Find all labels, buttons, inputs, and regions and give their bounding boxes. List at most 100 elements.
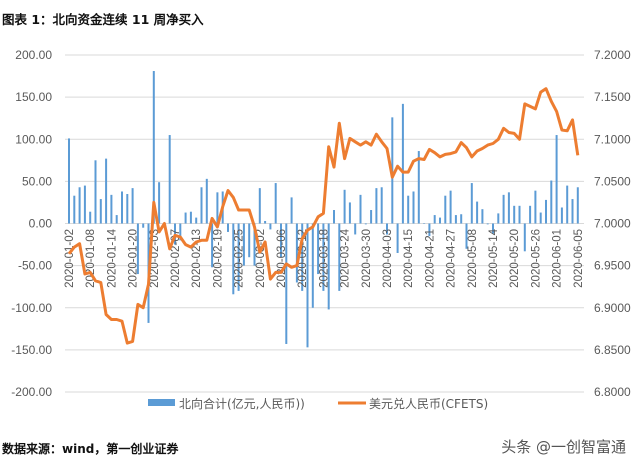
- right-tick-label: 7.1500: [594, 90, 631, 104]
- figure-title: 图表 1：北向资金连续 11 周净买入: [2, 12, 204, 27]
- bar: [449, 190, 452, 224]
- bar: [83, 185, 86, 224]
- bar: [78, 187, 81, 224]
- bar: [227, 223, 229, 232]
- bar: [333, 210, 335, 224]
- bar: [518, 205, 521, 224]
- bar: [232, 223, 235, 295]
- legend-label-bar: 北向合计(亿元,人民币)): [179, 396, 305, 411]
- right-tick-label: 7.0500: [594, 174, 631, 188]
- x-tick-label: 2020-04-15: [403, 229, 415, 288]
- bar: [497, 213, 500, 224]
- bar: [354, 223, 357, 235]
- bar: [481, 209, 484, 224]
- bar: [290, 197, 293, 224]
- bar: [205, 178, 208, 224]
- right-tick-label: 6.8000: [594, 385, 631, 399]
- x-tick-label: 2020-05-08: [467, 229, 479, 288]
- bar: [311, 223, 314, 308]
- bar: [168, 135, 171, 224]
- bar: [126, 194, 129, 224]
- right-tick-label: 7.2000: [594, 48, 631, 62]
- bar: [423, 223, 426, 224]
- right-tick-label: 6.9500: [594, 259, 631, 273]
- bar: [407, 195, 410, 224]
- bar: [295, 223, 298, 283]
- bar: [269, 223, 272, 230]
- left-tick-label: 0.00: [29, 217, 53, 231]
- left-tick-label: 150.00: [15, 90, 52, 104]
- bar: [338, 223, 341, 291]
- bar: [465, 223, 468, 249]
- source-note: 数据来源：wind，第一创业证券: [2, 442, 179, 456]
- bar: [370, 210, 373, 224]
- bar: [121, 191, 123, 224]
- bar: [412, 191, 415, 224]
- bar: [195, 217, 198, 224]
- x-tick-label: 2020-02-25: [234, 229, 246, 288]
- bar: [545, 199, 547, 224]
- x-tick-label: 2020-01-14: [106, 228, 118, 287]
- bar: [73, 195, 76, 224]
- bar: [555, 135, 558, 224]
- bar: [348, 202, 351, 224]
- x-tick-label: 2020-04-27: [446, 229, 458, 288]
- x-tick-label: 2020-05-14: [488, 228, 500, 287]
- left-axis-ticks: 200.00 150.00 100.00 50.00 0.00 -50.00 -100.00…: [11, 48, 52, 399]
- x-tick-label: 2020-05-26: [530, 229, 542, 288]
- legend-swatch-bar: [148, 399, 175, 406]
- right-tick-label: 6.8500: [594, 343, 631, 357]
- left-tick-label: -150.00: [11, 343, 52, 357]
- bar: [99, 199, 102, 224]
- x-tick-label: 2020-04-21: [424, 229, 436, 288]
- bar: [513, 205, 516, 224]
- x-tick-label: 2020-06-05: [573, 229, 585, 288]
- bar: [359, 194, 362, 224]
- bar: [216, 192, 219, 224]
- bar: [152, 71, 155, 224]
- right-tick-label: 7.0000: [594, 217, 631, 231]
- bar: [428, 223, 431, 237]
- right-axis-ticks: 7.2000 7.1500 7.1000 7.0500 7.0000 6.9500 6.90…: [594, 48, 631, 399]
- bar: [460, 214, 463, 224]
- bar: [433, 215, 436, 224]
- bar: [470, 183, 473, 224]
- bar: [105, 158, 108, 224]
- left-tick-label: -100.00: [11, 301, 52, 315]
- x-tick-label: 2020-01-02: [64, 229, 76, 288]
- bar: [285, 223, 288, 344]
- bar: [110, 194, 113, 224]
- x-tick-label: 2020-02-13: [191, 229, 203, 288]
- x-tick-label: 2020-06-01: [552, 229, 564, 288]
- bar: [417, 151, 420, 224]
- bar: [454, 215, 457, 224]
- bar: [184, 212, 187, 224]
- fx-line: [67, 87, 580, 345]
- left-tick-label: -50.00: [18, 259, 52, 273]
- left-tick-label: -200.00: [11, 385, 52, 399]
- bar: [89, 211, 92, 224]
- x-tick-label: 2020-05-20: [509, 229, 521, 288]
- bar: [571, 199, 574, 224]
- bar: [401, 103, 404, 224]
- bar: [274, 183, 277, 224]
- bar: [364, 223, 367, 225]
- bar: [386, 223, 388, 235]
- bar: [486, 223, 489, 225]
- bar: [343, 189, 346, 224]
- x-tick-label: 2020-03-24: [340, 228, 352, 287]
- bar: [179, 223, 182, 241]
- legend-label-line: 美元兑人民币(CFETS): [369, 397, 488, 411]
- left-tick-label: 50.00: [22, 174, 52, 188]
- left-tick-label: 200.00: [15, 48, 52, 62]
- bar: [94, 160, 97, 224]
- right-tick-label: 7.1000: [594, 132, 631, 146]
- x-tick-label: 2020-03-18: [318, 229, 330, 288]
- bar: [560, 207, 563, 224]
- watermark: 头条 @一创智富通: [501, 438, 626, 456]
- bar: [539, 212, 542, 224]
- left-tick-label: 100.00: [15, 132, 52, 146]
- bar: [131, 188, 134, 224]
- bar: [306, 223, 309, 348]
